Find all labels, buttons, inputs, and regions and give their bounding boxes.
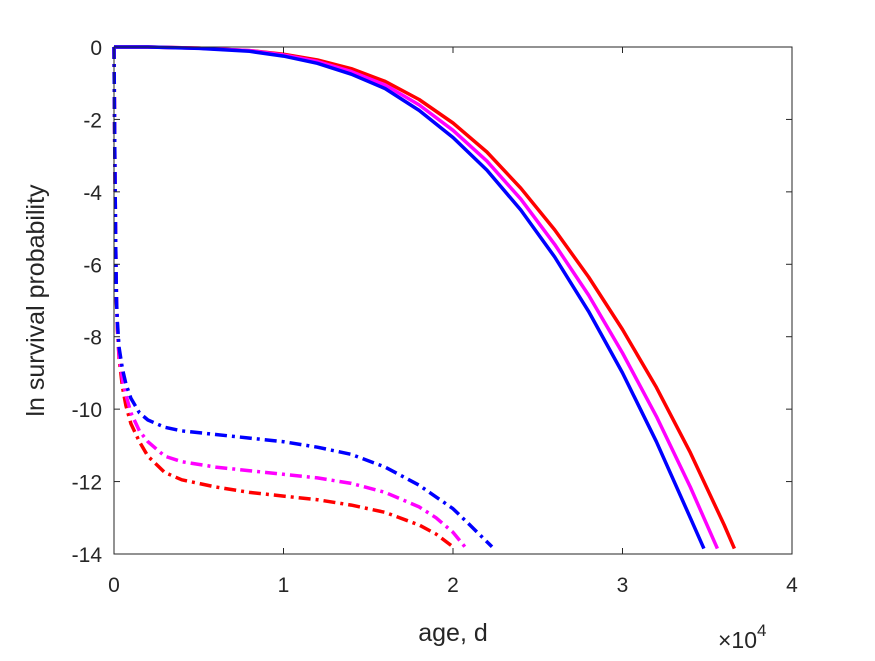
x-tick-label: 2 <box>447 574 459 597</box>
series-line-3 <box>114 45 706 550</box>
y-tick-label: -4 <box>83 182 102 205</box>
x-tick-label: 1 <box>278 574 290 597</box>
y-tick-label: -14 <box>72 544 103 567</box>
y-tick-label: -10 <box>72 399 102 422</box>
ticks-layer <box>113 46 793 555</box>
y-tick-label: -6 <box>83 254 102 277</box>
series-line-1 <box>114 45 737 550</box>
y-tick-label: -8 <box>83 327 102 350</box>
y-axis-label: ln survival probability <box>22 184 50 417</box>
y-tick-label: -12 <box>72 472 102 495</box>
series-line-6 <box>112 46 494 549</box>
x-axis-exponent-power: 4 <box>757 621 766 640</box>
x-axis-exponent-base: ×10 <box>718 627 757 653</box>
series-line-2 <box>114 45 720 550</box>
series-line-4 <box>112 46 455 549</box>
x-tick-label: 0 <box>108 574 120 597</box>
x-tick-label: 3 <box>617 574 629 597</box>
y-tick-label: -2 <box>83 109 102 132</box>
series-line-5 <box>112 46 467 548</box>
tick-labels-layer: 0 1 2 3 4 0 -2 -4 -6 -8 -10 -12 -14 <box>72 37 799 597</box>
x-axis-label: age, d <box>418 619 488 647</box>
x-axis-exponent: ×104 <box>718 621 766 653</box>
x-tick-label: 4 <box>786 574 798 597</box>
series-layer <box>112 45 737 550</box>
y-tick-label: 0 <box>90 37 102 60</box>
